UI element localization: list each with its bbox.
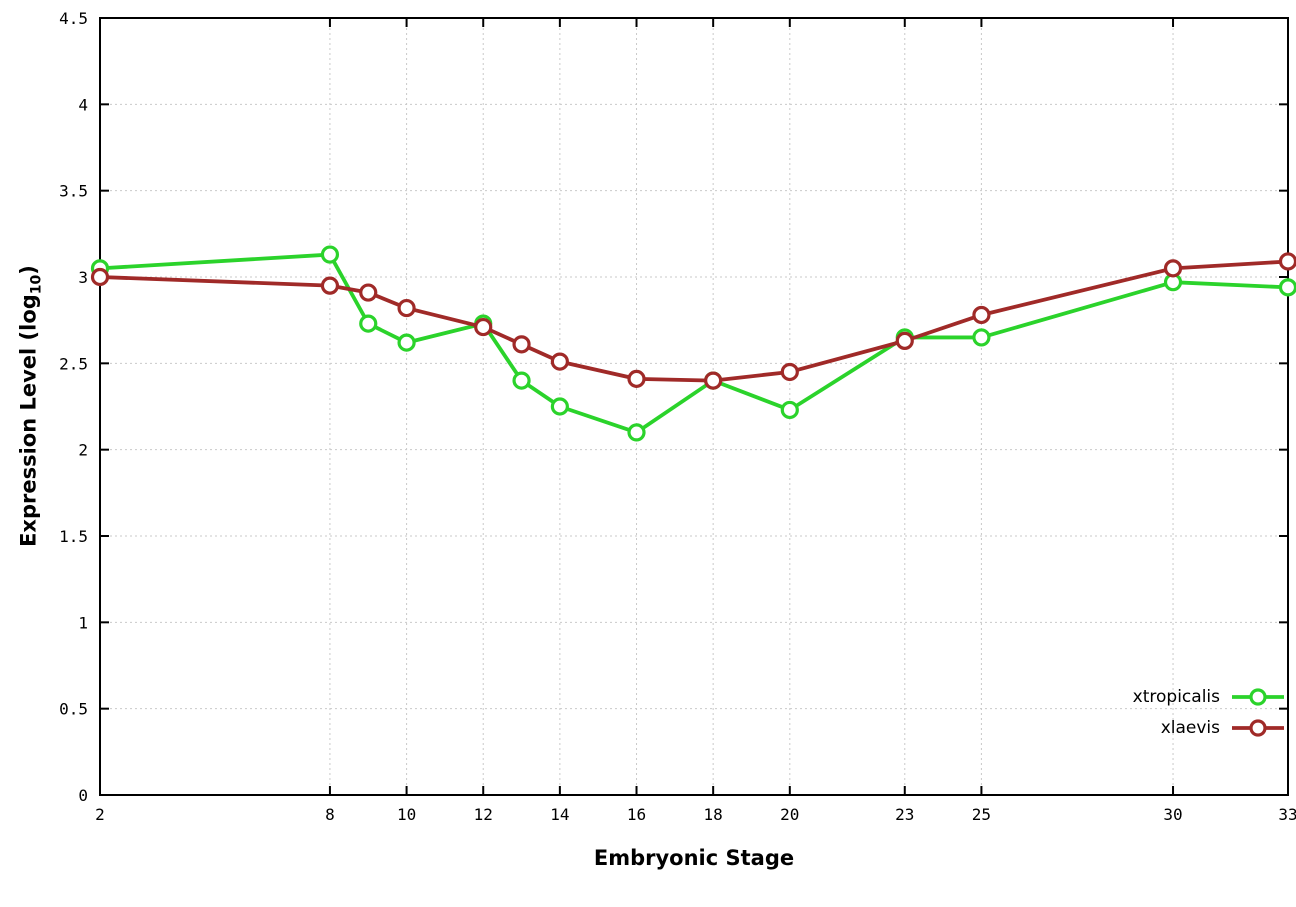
- data-point-xtropicalis: [512, 371, 531, 390]
- data-point-xlaevis: [972, 305, 991, 325]
- y-tick-labels: 0 0.5 1 1.5 2 2.5 3 3.5 4 4.5: [59, 9, 88, 805]
- svg-text:0: 0: [78, 786, 88, 805]
- data-point-xlaevis: [397, 298, 416, 318]
- data-point-xtropicalis: [320, 245, 340, 264]
- svg-text:14: 14: [550, 805, 569, 824]
- series-line-xlaevis: [99, 259, 1289, 383]
- y-axis-title-text: Expression Level (log: [16, 294, 40, 547]
- svg-text:10: 10: [397, 805, 416, 824]
- data-point-xlaevis: [1278, 252, 1296, 271]
- svg-text:3: 3: [78, 268, 88, 287]
- svg-text:25: 25: [972, 805, 991, 824]
- data-point-xlaevis: [90, 267, 110, 287]
- series-line-xtropicalis: [99, 252, 1289, 435]
- svg-text:2: 2: [95, 805, 105, 824]
- data-point-xlaevis: [704, 371, 723, 390]
- data-point-xlaevis: [474, 317, 493, 337]
- svg-text:0.5: 0.5: [59, 700, 88, 719]
- svg-text:2.5: 2.5: [59, 354, 88, 373]
- series-xlaevis: [90, 252, 1296, 390]
- y-axis-title-suffix: ): [16, 265, 40, 275]
- data-point-xlaevis: [780, 362, 799, 382]
- data-point-xlaevis: [320, 276, 340, 295]
- svg-text:2: 2: [78, 441, 88, 460]
- data-point-xlaevis: [1163, 259, 1183, 278]
- data-point-xlaevis: [895, 331, 914, 350]
- svg-text:4.5: 4.5: [59, 9, 88, 28]
- svg-text:30: 30: [1163, 805, 1182, 824]
- svg-text:12: 12: [474, 805, 493, 824]
- svg-text:8: 8: [325, 805, 335, 824]
- svg-text:4: 4: [78, 95, 88, 114]
- data-point-xtropicalis: [359, 314, 378, 333]
- series-xtropicalis: [90, 245, 1296, 442]
- y-axis-title: Expression Level (log10): [14, 18, 45, 795]
- legend-label-xtropicalis: xtropicalis: [1132, 687, 1220, 707]
- svg-text:16: 16: [627, 805, 646, 824]
- data-point-xlaevis: [627, 369, 646, 388]
- data-point-xtropicalis: [397, 333, 416, 352]
- axis-tick-marks: [99, 17, 1289, 796]
- svg-text:3.5: 3.5: [59, 182, 88, 201]
- legend-item-xlaevis: xlaevis: [1161, 717, 1286, 739]
- svg-text:20: 20: [780, 805, 799, 824]
- data-point-xtropicalis: [780, 400, 799, 420]
- legend: xtropicalis xlaevis: [1133, 686, 1286, 739]
- x-tick-labels: 2 8 10 12 14 16 18 20 23 25 30 33: [95, 805, 1296, 824]
- legend-marker-xtropicalis: [1249, 688, 1267, 706]
- data-point-xlaevis: [550, 352, 569, 371]
- data-point-xlaevis: [512, 335, 531, 354]
- svg-text:1: 1: [78, 613, 88, 632]
- x-axis-title: Embryonic Stage: [593, 846, 795, 870]
- legend-label-xlaevis: xlaevis: [1160, 718, 1220, 738]
- svg-text:23: 23: [895, 805, 914, 824]
- data-point-xtropicalis: [550, 397, 569, 416]
- svg-text:1.5: 1.5: [59, 527, 88, 546]
- svg-text:33: 33: [1278, 805, 1296, 824]
- legend-sample-xtropicalis: [1232, 688, 1284, 706]
- legend-marker-xlaevis: [1249, 719, 1267, 737]
- legend-sample-xlaevis: [1232, 719, 1284, 737]
- plot-border: [99, 17, 1289, 796]
- grid-lines: [99, 17, 1289, 796]
- legend-item-xtropicalis: xtropicalis: [1133, 686, 1286, 708]
- data-point-xtropicalis: [627, 423, 646, 442]
- y-axis-title-subscript: 10: [28, 274, 45, 295]
- svg-text:18: 18: [704, 805, 723, 824]
- data-point-xtropicalis: [1278, 278, 1296, 297]
- data-point-xtropicalis: [972, 328, 991, 347]
- data-point-xlaevis: [359, 283, 378, 302]
